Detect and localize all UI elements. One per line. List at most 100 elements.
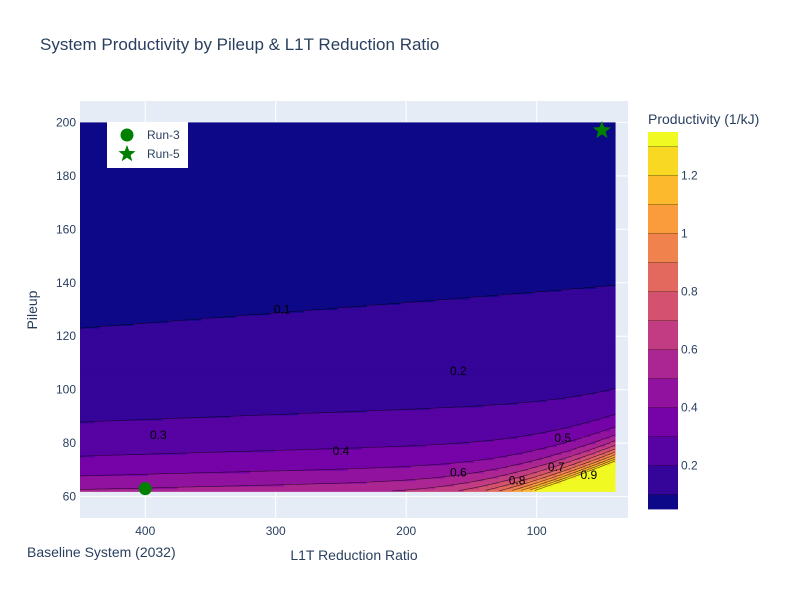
contour-cell <box>585 464 592 469</box>
colorbar-segment <box>648 233 678 263</box>
contour-cell <box>80 430 548 434</box>
contour-cell <box>269 312 616 316</box>
contour-cell <box>561 475 567 479</box>
contour-cell <box>532 486 538 490</box>
contour-cell <box>80 417 164 421</box>
colorbar-segment <box>648 204 678 234</box>
contour-cell <box>80 298 436 303</box>
y-axis-ticks: 60 80 100 120 140 160 180 200 <box>56 115 76 503</box>
contour-cell <box>80 146 616 150</box>
contour-cell <box>80 293 499 297</box>
colorbar-segment <box>648 436 678 466</box>
contour-cell <box>600 457 606 461</box>
contour-cell <box>80 475 446 479</box>
contour-cell <box>80 206 616 210</box>
x-axis-ticks: 400 300 200 100 <box>135 524 547 538</box>
contour-cell <box>284 483 456 487</box>
contour-label: 0.3 <box>150 428 167 442</box>
contour-cell <box>80 409 368 413</box>
colorbar-segment <box>648 146 678 176</box>
contour-cell <box>80 254 616 258</box>
contour-cell <box>80 327 616 332</box>
colorbar-tick-label: 0.6 <box>681 343 698 357</box>
contour-cell <box>580 459 592 463</box>
legend-label-run-5[interactable]: Run-5 <box>147 147 180 161</box>
contour-cell <box>80 330 616 334</box>
contour-cell <box>537 464 558 469</box>
contour-line-10 <box>521 456 616 491</box>
contour-cell <box>561 478 567 482</box>
contour-cell <box>80 164 616 168</box>
contour-cell <box>362 446 548 450</box>
contour-cell <box>600 459 606 463</box>
contour-cell <box>303 309 616 313</box>
colorbar-tick-label: 0.4 <box>681 401 698 415</box>
contour-cell <box>80 240 616 245</box>
contour-cell <box>595 441 611 445</box>
contour-cell <box>80 185 616 189</box>
contour-cell <box>580 393 616 398</box>
contour-cell <box>80 480 368 484</box>
contour-cell <box>561 451 582 455</box>
contour-cell <box>80 285 597 289</box>
contour-cell <box>532 433 592 437</box>
contour-cell <box>80 433 533 437</box>
marker-run-3[interactable] <box>138 482 152 496</box>
contour-cell <box>561 288 616 292</box>
y-tick-label: 140 <box>56 276 76 290</box>
contour-cell <box>610 446 616 450</box>
contour-cell <box>590 462 601 466</box>
contour-cell <box>595 467 616 471</box>
contour-cell <box>527 467 548 471</box>
contour-cell <box>80 446 363 450</box>
contour-cell <box>201 317 616 321</box>
contour-cell <box>556 428 611 432</box>
contour-cell <box>80 314 237 318</box>
contour-cell <box>80 217 616 221</box>
contour-cell <box>80 243 616 247</box>
contour-cell <box>80 132 616 137</box>
contour-cell <box>556 472 563 477</box>
contour-cell <box>80 354 616 358</box>
contour-cell <box>483 478 514 482</box>
contour-fill <box>80 122 616 492</box>
contour-line-4 <box>80 434 616 490</box>
contour-cell <box>546 462 563 466</box>
contour-cell <box>566 478 616 482</box>
colorbar: 0.2 0.4 0.6 0.8 1 1.2 <box>648 132 698 510</box>
contour-cell <box>80 122 616 126</box>
colorbar-segment <box>648 320 678 350</box>
contour-line-12 <box>534 460 616 491</box>
contour-cell <box>532 291 616 295</box>
contour-cell <box>527 478 538 482</box>
footnote: Baseline System (2032) <box>27 544 176 560</box>
contour-cell <box>527 480 538 484</box>
y-tick-label: 200 <box>56 115 76 129</box>
contour-line-3 <box>80 426 616 477</box>
contour-cell <box>507 483 524 487</box>
contour-cell <box>600 438 616 442</box>
contour-cell <box>80 248 616 253</box>
contour-cell <box>493 438 577 442</box>
contour-cell <box>488 488 504 492</box>
marker-run-5[interactable] <box>592 120 611 139</box>
contour-cell <box>600 464 616 469</box>
contour-cell <box>133 322 616 326</box>
legend-label-run-3[interactable]: Run-3 <box>147 128 180 142</box>
contour-cell <box>605 454 611 458</box>
contour-cell <box>162 417 601 421</box>
contour-cell <box>546 430 601 434</box>
contour-cell <box>80 364 616 369</box>
contour-cell <box>415 478 485 482</box>
contour-cell <box>80 343 616 347</box>
contour-label: 0.4 <box>333 444 350 458</box>
contour-cell <box>80 269 616 274</box>
legend[interactable]: Run-3 Run-5 <box>107 122 188 168</box>
contour-cell <box>532 449 572 453</box>
contour-cell <box>551 470 563 474</box>
contour-cell <box>80 472 149 477</box>
contour-cell <box>80 457 494 461</box>
contour-cell <box>537 486 543 490</box>
contour-cell <box>537 488 616 492</box>
contour-cell <box>542 486 616 490</box>
